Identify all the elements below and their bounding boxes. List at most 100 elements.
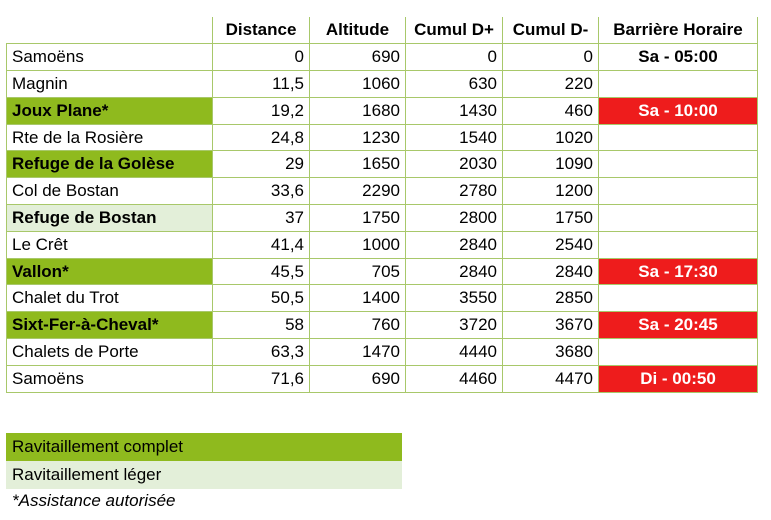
cell-distance: 71,6 [212,364,310,393]
table-row: Chalets de Porte 63,3 1470 4440 3680 [6,338,758,366]
cell-cumul-plus: 3720 [405,311,503,340]
cell-barriere-horaire [598,284,758,313]
cell-altitude: 2290 [309,177,406,206]
table-row: Refuge de Bostan 37 1750 2800 1750 [6,204,758,232]
cell-distance: 58 [212,311,310,340]
table-row: Joux Plane* 19,2 1680 1430 460 Sa - 10:00 [6,96,758,125]
cell-distance: 19,2 [212,96,310,125]
cell-barriere-horaire [598,70,758,98]
cell-cumul-plus: 630 [405,70,503,98]
cell-altitude: 690 [309,43,406,72]
cell-barriere-horaire [598,150,758,179]
table-row: Vallon* 45,5 705 2840 2840 Sa - 17:30 [6,257,758,286]
cell-cumul-minus: 4470 [502,364,599,393]
cell-name: Samoëns [6,43,213,72]
cell-altitude: 1400 [309,284,406,313]
cell-cumul-plus: 2800 [405,204,503,232]
cell-name: Refuge de la Golèse [6,150,213,179]
header-cumul-minus: Cumul D- [502,17,599,45]
cell-altitude: 1750 [309,204,406,232]
cell-name: Joux Plane* [6,96,213,125]
cell-cumul-minus: 2850 [502,284,599,313]
table-row: Magnin 11,5 1060 630 220 [6,70,758,98]
cell-barriere-horaire: Sa - 10:00 [598,96,758,125]
header-name [6,17,213,45]
cell-altitude: 1000 [309,230,406,259]
cell-cumul-minus: 2840 [502,257,599,286]
cell-cumul-minus: 3680 [502,338,599,366]
header-cumul-plus: Cumul D+ [405,17,503,45]
legend-ravitaillement-complet: Ravitaillement complet [6,433,402,461]
cell-distance: 41,4 [212,230,310,259]
cell-barriere-horaire: Di - 00:50 [598,364,758,393]
cell-cumul-plus: 2030 [405,150,503,179]
cell-altitude: 690 [309,364,406,393]
cell-name: Chalets de Porte [6,338,213,366]
cell-altitude: 705 [309,257,406,286]
cell-cumul-plus: 1430 [405,96,503,125]
cell-cumul-plus: 4440 [405,338,503,366]
cell-cumul-plus: 0 [405,43,503,72]
table-row: Le Crêt 41,4 1000 2840 2540 [6,230,758,259]
cell-barriere-horaire: Sa - 20:45 [598,311,758,340]
cell-altitude: 1470 [309,338,406,366]
cell-distance: 33,6 [212,177,310,206]
table-row: Sixt-Fer-à-Cheval* 58 760 3720 3670 Sa - 20:4… [6,311,758,340]
cell-cumul-minus: 1020 [502,123,599,152]
cell-cumul-plus: 4460 [405,364,503,393]
table-row: Samoëns 71,6 690 4460 4470 Di - 00:50 [6,364,758,393]
cell-cumul-plus: 2840 [405,230,503,259]
cell-altitude: 760 [309,311,406,340]
cell-cumul-plus: 3550 [405,284,503,313]
header-row: Distance Altitude Cumul D+ Cumul D- Barr… [6,17,758,45]
header-distance: Distance [212,17,310,45]
cell-distance: 45,5 [212,257,310,286]
cell-name: Le Crêt [6,230,213,259]
header-altitude: Altitude [309,17,406,45]
cell-distance: 11,5 [212,70,310,98]
cell-distance: 24,8 [212,123,310,152]
cell-name: Samoëns [6,364,213,393]
cell-cumul-minus: 2540 [502,230,599,259]
route-table: Distance Altitude Cumul D+ Cumul D- Barr… [6,17,758,393]
cell-barriere-horaire: Sa - 17:30 [598,257,758,286]
cell-cumul-minus: 3670 [502,311,599,340]
cell-altitude: 1680 [309,96,406,125]
cell-cumul-plus: 1540 [405,123,503,152]
cell-barriere-horaire [598,204,758,232]
cell-distance: 0 [212,43,310,72]
cell-barriere-horaire [598,123,758,152]
cell-cumul-plus: 2840 [405,257,503,286]
cell-altitude: 1060 [309,70,406,98]
table-row: Chalet du Trot 50,5 1400 3550 2850 [6,284,758,313]
cell-name: Refuge de Bostan [6,204,213,232]
table-row: Samoëns 0 690 0 0 Sa - 05:00 [6,43,758,72]
cell-cumul-minus: 460 [502,96,599,125]
table-row: Rte de la Rosière 24,8 1230 1540 1020 [6,123,758,152]
cell-distance: 29 [212,150,310,179]
cell-barriere-horaire: Sa - 05:00 [598,43,758,72]
legend-ravitaillement-leger: Ravitaillement léger [6,461,402,489]
cell-distance: 37 [212,204,310,232]
cell-cumul-minus: 1750 [502,204,599,232]
cell-cumul-minus: 0 [502,43,599,72]
cell-altitude: 1650 [309,150,406,179]
cell-name: Vallon* [6,257,213,286]
cell-cumul-minus: 220 [502,70,599,98]
cell-cumul-plus: 2780 [405,177,503,206]
cell-barriere-horaire [598,230,758,259]
cell-name: Chalet du Trot [6,284,213,313]
table-row: Refuge de la Golèse 29 1650 2030 1090 [6,150,758,179]
cell-altitude: 1230 [309,123,406,152]
table-row: Col de Bostan 33,6 2290 2780 1200 [6,177,758,206]
cell-cumul-minus: 1200 [502,177,599,206]
cell-name: Magnin [6,70,213,98]
cell-name: Sixt-Fer-à-Cheval* [6,311,213,340]
cell-barriere-horaire [598,177,758,206]
cell-name: Rte de la Rosière [6,123,213,152]
assistance-note: *Assistance autorisée [12,491,176,510]
cell-cumul-minus: 1090 [502,150,599,179]
cell-distance: 63,3 [212,338,310,366]
cell-distance: 50,5 [212,284,310,313]
header-barriere-horaire: Barrière Horaire [598,17,758,45]
